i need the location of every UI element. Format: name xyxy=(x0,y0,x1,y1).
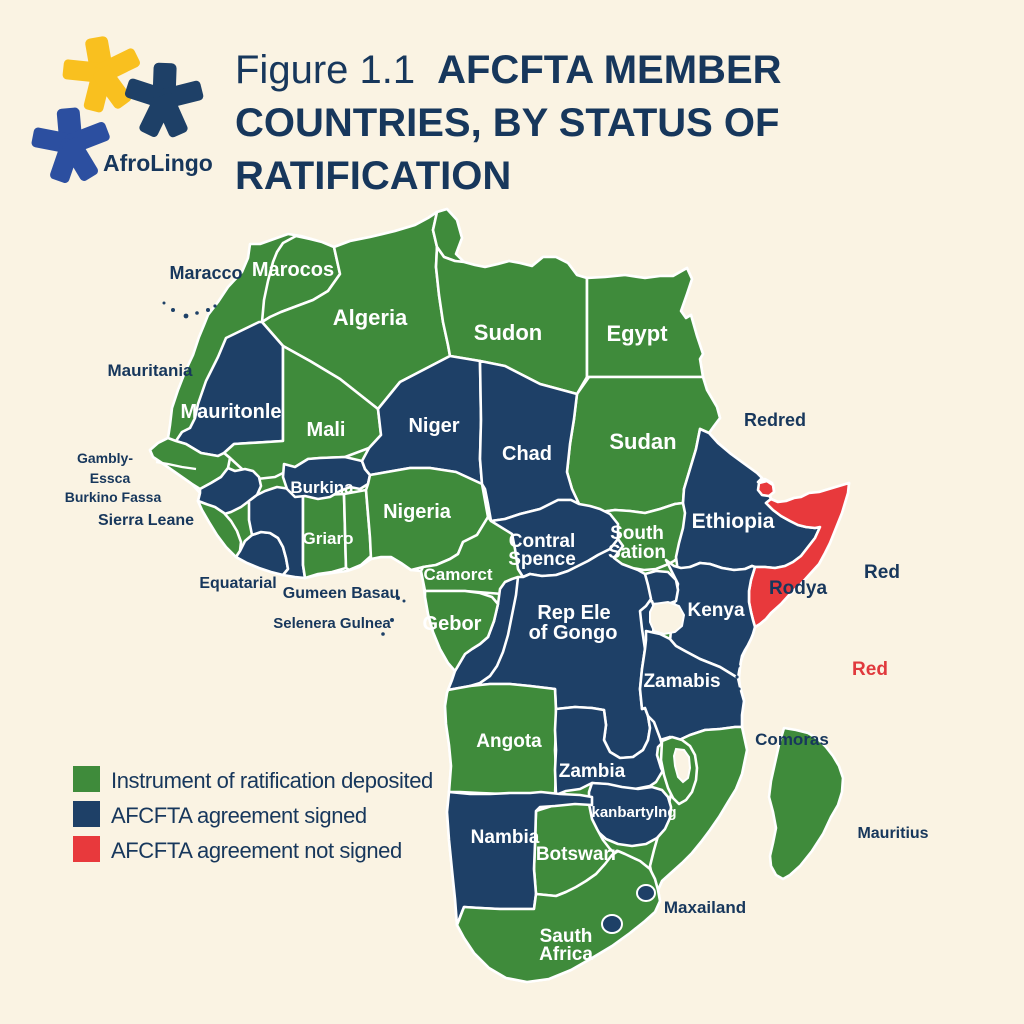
svg-text:AFCFTA agreement signed: AFCFTA agreement signed xyxy=(111,803,367,828)
svg-text:AFCFTA agreement not signed: AFCFTA agreement not signed xyxy=(111,838,402,863)
svg-text:Kenya: Kenya xyxy=(687,600,744,621)
svg-text:Red: Red xyxy=(852,659,888,680)
svg-text:Sauth: Sauth xyxy=(540,926,593,947)
svg-text:Gambly-: Gambly- xyxy=(77,450,133,466)
svg-text:Mauritius: Mauritius xyxy=(857,825,928,842)
svg-text:Equatarial: Equatarial xyxy=(199,575,276,592)
svg-text:Botswarr: Botswarr xyxy=(536,844,619,865)
svg-text:Burkina: Burkina xyxy=(290,478,354,497)
svg-text:Nigeria: Nigeria xyxy=(383,501,452,523)
svg-text:Sierra Leane: Sierra Leane xyxy=(98,512,194,529)
svg-text:Griaro: Griaro xyxy=(302,529,353,548)
svg-text:Gumeen Basau: Gumeen Basau xyxy=(283,585,399,602)
svg-text:Maxailand: Maxailand xyxy=(664,898,746,917)
svg-text:Burkino Fassa: Burkino Fassa xyxy=(65,489,162,505)
svg-text:Algeria: Algeria xyxy=(333,305,408,330)
svg-text:Nambia: Nambia xyxy=(471,827,540,848)
svg-text:Spence: Spence xyxy=(508,549,576,570)
svg-text:COUNTRIES, BY STATUS OF: COUNTRIES, BY STATUS OF xyxy=(235,101,779,145)
svg-text:Chad: Chad xyxy=(502,443,552,465)
svg-text:Egypt: Egypt xyxy=(606,321,668,346)
svg-text:South: South xyxy=(610,523,664,544)
svg-text:AfroLingo: AfroLingo xyxy=(103,150,213,176)
svg-text:Rodya: Rodya xyxy=(769,578,828,599)
svg-text:Camorct: Camorct xyxy=(424,565,493,584)
svg-text:Instrument of ratification dep: Instrument of ratification deposited xyxy=(111,768,433,793)
svg-text:Rep Ele: Rep Ele xyxy=(537,602,610,624)
svg-text:Mauritonle: Mauritonle xyxy=(180,401,281,423)
svg-text:Sation: Sation xyxy=(608,542,666,563)
svg-text:Maracco: Maracco xyxy=(169,263,242,283)
svg-text:Mali: Mali xyxy=(307,419,346,441)
svg-text:Comoras: Comoras xyxy=(755,730,829,749)
svg-text:kanbartylng: kanbartylng xyxy=(591,804,676,821)
svg-text:Redred: Redred xyxy=(744,410,806,430)
svg-text:Angota: Angota xyxy=(476,731,542,752)
svg-text:Ethiopia: Ethiopia xyxy=(692,510,775,533)
svg-text:Red: Red xyxy=(864,562,900,583)
svg-text:Zambia: Zambia xyxy=(559,761,626,782)
svg-text:Sudan: Sudan xyxy=(609,429,676,454)
svg-text:Sudon: Sudon xyxy=(474,320,542,345)
svg-text:Niger: Niger xyxy=(408,415,459,437)
svg-text:Selenera Gulnea: Selenera Gulnea xyxy=(273,615,391,632)
svg-text:Gebor: Gebor xyxy=(423,613,482,635)
svg-text:Zamabis: Zamabis xyxy=(643,671,720,692)
svg-text:Essca: Essca xyxy=(90,470,131,486)
svg-text:RATIFICATION: RATIFICATION xyxy=(235,154,511,198)
svg-text:Mauritania: Mauritania xyxy=(107,361,193,380)
svg-text:Marocos: Marocos xyxy=(252,259,334,281)
svg-text:Contral: Contral xyxy=(509,531,576,552)
svg-text:Africa: Africa xyxy=(539,944,593,965)
svg-text:of Gongo: of Gongo xyxy=(529,622,618,644)
